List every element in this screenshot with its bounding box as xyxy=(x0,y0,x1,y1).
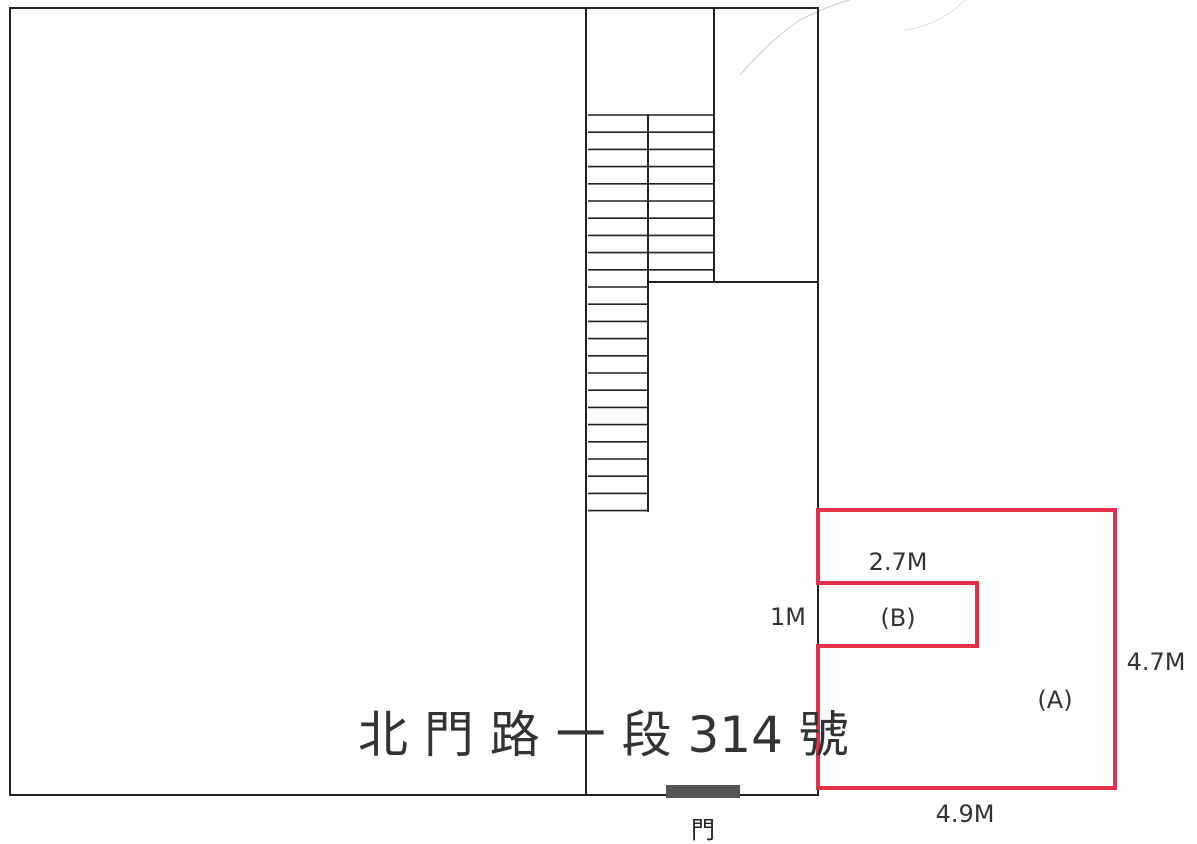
staircase xyxy=(588,114,714,512)
building-outline xyxy=(9,7,819,796)
scan-mark xyxy=(904,0,966,31)
area-label-a: (A) xyxy=(1037,686,1072,714)
dim-label-a-height: 4.7M xyxy=(1127,648,1186,676)
highlighted-area-outline xyxy=(816,508,1117,790)
door-label: 門 xyxy=(691,816,715,844)
address-label: 北 門 路 一 段 314 號 xyxy=(358,706,849,764)
outer-wall xyxy=(9,7,819,796)
area-label-b: (B) xyxy=(880,604,915,632)
dim-label-b-height: 1M xyxy=(770,603,806,631)
dim-label-a-width: 4.9M xyxy=(936,800,995,828)
scan-mark xyxy=(739,0,851,76)
door-icon xyxy=(666,785,740,798)
dim-label-b-width: 2.7M xyxy=(869,548,928,576)
